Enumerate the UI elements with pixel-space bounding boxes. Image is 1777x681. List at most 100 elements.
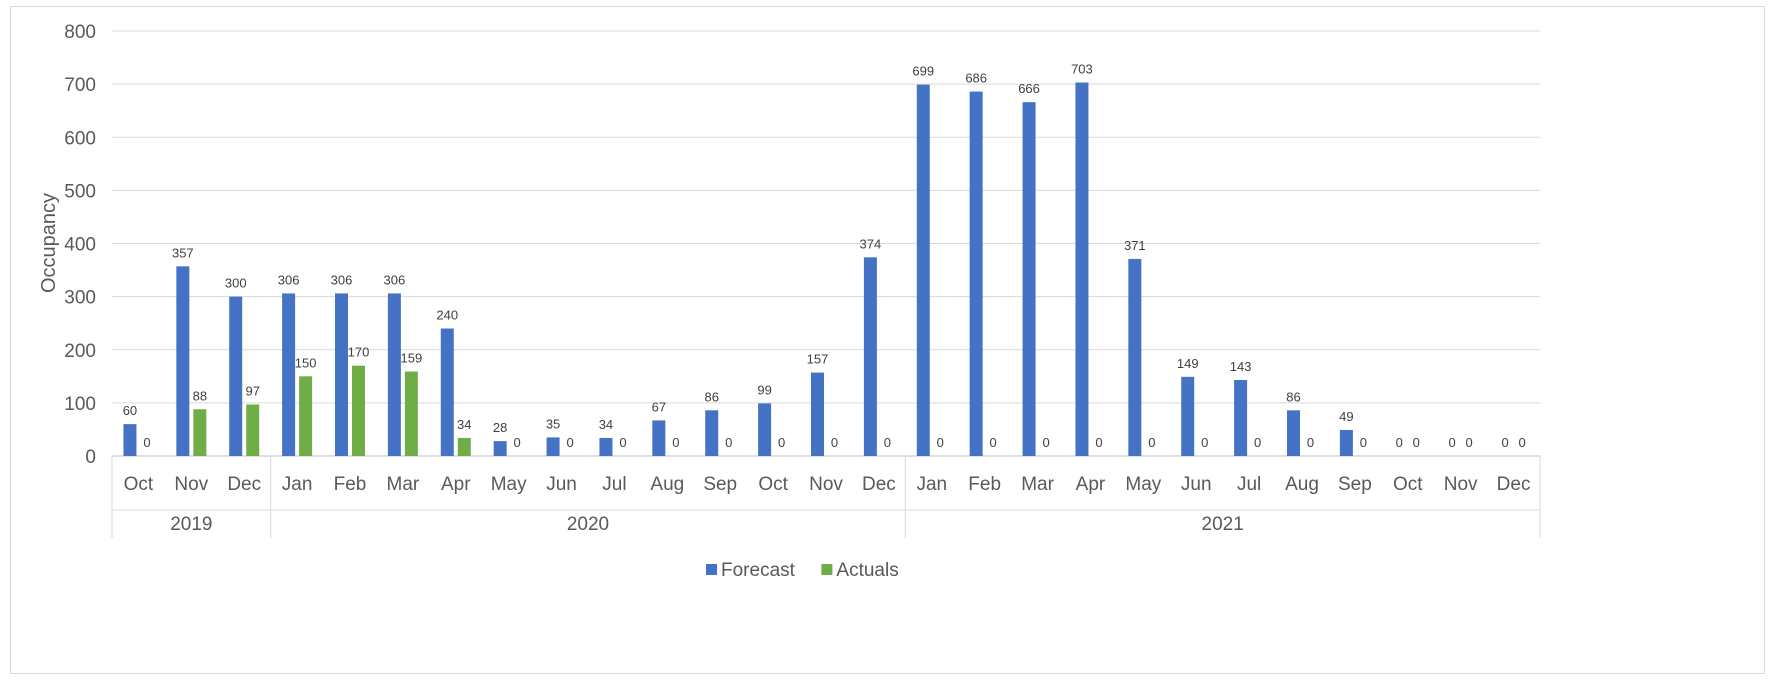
x-category-label: Jan <box>282 474 313 495</box>
x-category-label: Feb <box>968 474 1001 495</box>
data-label-forecast: 34 <box>599 417 613 432</box>
data-label-actuals: 0 <box>1201 435 1208 450</box>
data-label-actuals: 0 <box>143 435 150 450</box>
data-label-actuals: 0 <box>566 435 573 450</box>
data-label-actuals: 159 <box>401 351 423 366</box>
x-category-label: Jul <box>1237 474 1261 495</box>
bar-forecast <box>229 296 243 456</box>
bar-forecast <box>599 437 613 456</box>
x-category-label: Jun <box>546 474 577 495</box>
data-label-forecast: 374 <box>860 236 882 251</box>
x-category-label: Jul <box>602 474 626 495</box>
x-category-label: Apr <box>441 474 471 495</box>
data-label-actuals: 0 <box>514 435 521 450</box>
data-label-forecast: 686 <box>965 71 987 86</box>
data-label-forecast: 149 <box>1177 356 1199 371</box>
x-category-label: Jan <box>916 474 947 495</box>
data-label-forecast: 703 <box>1071 62 1093 77</box>
data-label-forecast: 0 <box>1501 435 1508 450</box>
y-axis-title: Occupancy <box>38 193 60 293</box>
data-label-actuals: 34 <box>457 417 471 432</box>
data-label-actuals: 0 <box>1360 435 1367 450</box>
bar-forecast <box>1075 82 1089 456</box>
x-category-label: Dec <box>227 474 261 495</box>
bar-forecast <box>387 293 401 456</box>
bar-forecast <box>1181 376 1195 456</box>
data-label-actuals: 170 <box>348 345 370 360</box>
data-label-forecast: 699 <box>912 64 934 79</box>
bar-forecast <box>1339 429 1353 456</box>
x-category-label: Aug <box>1285 474 1319 495</box>
bar-forecast <box>758 403 772 456</box>
data-label-forecast: 28 <box>493 420 507 435</box>
bar-forecast <box>916 84 930 456</box>
data-label-forecast: 157 <box>807 352 829 367</box>
bar-actuals <box>299 376 313 456</box>
data-label-actuals: 0 <box>831 435 838 450</box>
data-label-actuals: 0 <box>1466 435 1473 450</box>
data-label-forecast: 357 <box>172 245 194 260</box>
data-label-actuals: 0 <box>1518 435 1525 450</box>
data-label-forecast: 67 <box>652 399 666 414</box>
data-label-forecast: 99 <box>757 382 771 397</box>
x-category-label: Nov <box>1444 474 1478 495</box>
x-group-label: 2019 <box>170 514 212 535</box>
y-tick-label: 500 <box>64 181 96 202</box>
data-label-actuals: 0 <box>1095 435 1102 450</box>
bar-actuals <box>246 404 260 456</box>
bar-forecast <box>176 266 190 456</box>
data-label-forecast: 371 <box>1124 238 1146 253</box>
bar-forecast <box>652 420 666 456</box>
x-group-label: 2020 <box>567 514 609 535</box>
x-category-label: Mar <box>387 474 420 495</box>
x-category-label: Feb <box>334 474 367 495</box>
data-label-actuals: 0 <box>725 435 732 450</box>
legend-label-forecast: Forecast <box>721 560 796 581</box>
bar-forecast <box>705 410 719 456</box>
x-category-label: Mar <box>1021 474 1054 495</box>
bar-actuals <box>352 365 365 456</box>
data-label-forecast: 666 <box>1018 81 1040 96</box>
data-label-forecast: 60 <box>123 403 137 418</box>
legend-swatch-forecast <box>706 564 717 575</box>
x-category-label: Aug <box>650 474 684 495</box>
x-category-label: Nov <box>809 474 843 495</box>
x-category-label: May <box>1125 474 1161 495</box>
bar-actuals <box>457 437 471 456</box>
data-label-forecast: 306 <box>331 272 353 287</box>
data-label-forecast: 86 <box>704 389 718 404</box>
data-label-actuals: 0 <box>778 435 785 450</box>
y-tick-label: 400 <box>64 235 96 256</box>
data-label-actuals: 97 <box>245 383 259 398</box>
bar-forecast <box>335 293 348 456</box>
bar-forecast <box>863 257 877 456</box>
y-tick-label: 800 <box>64 22 96 43</box>
y-tick-label: 0 <box>85 447 96 468</box>
x-category-label: Dec <box>1497 474 1531 495</box>
data-label-actuals: 0 <box>672 435 679 450</box>
bar-forecast <box>1234 380 1248 456</box>
bar-actuals <box>193 409 207 456</box>
data-label-actuals: 150 <box>295 355 317 370</box>
data-label-forecast: 240 <box>436 308 458 323</box>
bar-forecast <box>282 293 296 456</box>
data-label-forecast: 0 <box>1396 435 1403 450</box>
x-category-label: Sep <box>1338 474 1372 495</box>
data-label-actuals: 0 <box>619 435 626 450</box>
data-label-actuals: 0 <box>1148 435 1155 450</box>
bar-forecast <box>1287 410 1300 456</box>
data-label-forecast: 306 <box>278 272 300 287</box>
legend-label-actuals: Actuals <box>836 560 898 581</box>
x-category-label: Oct <box>124 474 154 495</box>
x-group-label: 2021 <box>1202 514 1244 535</box>
bar-actuals <box>404 371 418 456</box>
data-label-forecast: 86 <box>1286 389 1300 404</box>
data-label-actuals: 0 <box>1042 435 1049 450</box>
data-label-actuals: 0 <box>1413 435 1420 450</box>
x-category-label: May <box>491 474 527 495</box>
x-category-label: Jun <box>1181 474 1212 495</box>
bar-forecast <box>1128 258 1142 456</box>
bar-forecast <box>969 91 983 456</box>
data-label-forecast: 306 <box>384 272 406 287</box>
